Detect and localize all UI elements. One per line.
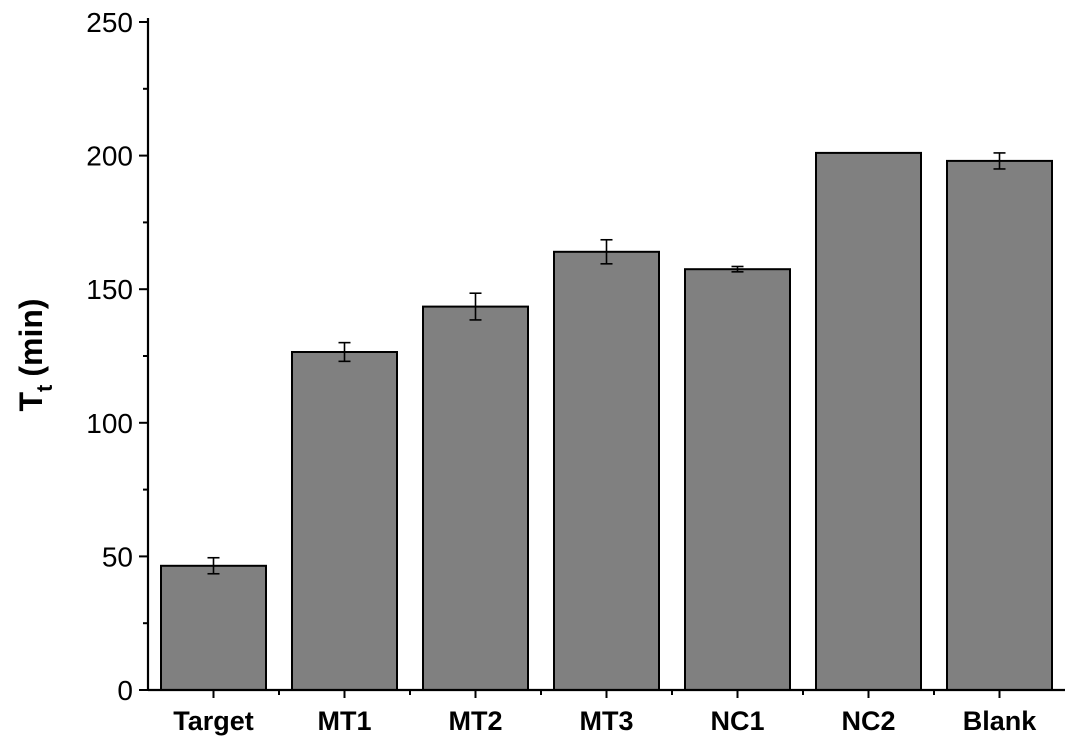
error-bar-blank [993, 152, 1006, 170]
bar-mt3 [553, 250, 660, 692]
y-axis-title-unit: (min) [13, 298, 49, 376]
x-tick-label: MT3 [580, 706, 634, 736]
y-tick-label: 100 [86, 408, 133, 439]
y-tick-label: 250 [86, 7, 133, 38]
y-tick-label: 50 [102, 541, 133, 572]
y-tick-label: 150 [86, 274, 133, 305]
y-axis-title-main: T [13, 392, 49, 412]
error-bar-target [207, 556, 220, 575]
x-tick-label: Target [173, 706, 254, 736]
error-bar-mt2 [469, 292, 482, 321]
bar-nc2 [815, 151, 922, 691]
error-bar-mt1 [338, 341, 351, 363]
x-tick-label: NC1 [710, 706, 764, 736]
y-axis-title-subscript: t [32, 384, 57, 392]
x-tick-label: NC2 [841, 706, 895, 736]
bars-layer [160, 151, 1053, 692]
error-bar-nc1 [731, 265, 744, 273]
x-tick-label: MT1 [318, 706, 372, 736]
bar-mt2 [422, 305, 529, 691]
axes-layer: Target MT1 MT2 MT3 NC1 NC2 Blank 0 50 100 150 200 25… [86, 7, 1065, 736]
bar-nc1 [684, 268, 791, 691]
y-tick-label: 200 [86, 141, 133, 172]
bar-blank [946, 159, 1053, 691]
x-tick-label: Blank [963, 706, 1038, 736]
x-tick-label: MT2 [449, 706, 503, 736]
error-bar-mt3 [600, 238, 613, 265]
bar-mt1 [291, 351, 398, 691]
y-tick-label: 0 [117, 675, 133, 706]
y-axis-title: Tt (min) [13, 298, 57, 411]
bar-target [160, 564, 267, 691]
